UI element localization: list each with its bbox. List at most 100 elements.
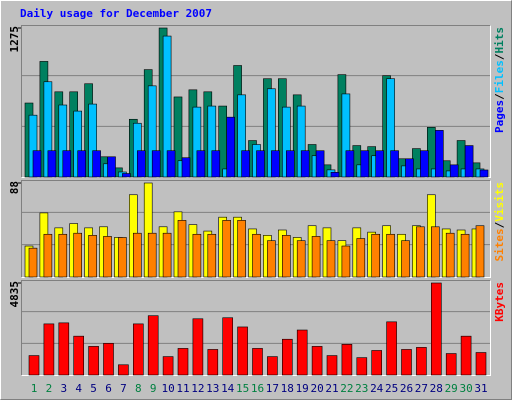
bar: [47, 150, 57, 178]
bar: [252, 233, 261, 278]
bar: [460, 233, 470, 278]
x-tick-label: 5: [90, 382, 97, 395]
x-tick-label: 19: [296, 382, 309, 395]
x-tick-label: 29: [445, 382, 458, 395]
x-tick-label: 20: [310, 382, 323, 395]
bar: [43, 323, 55, 376]
bar: [88, 235, 97, 278]
bar: [166, 150, 176, 178]
bar: [177, 348, 189, 376]
bar: [430, 226, 440, 278]
bar: [401, 349, 412, 376]
bar: [375, 150, 385, 178]
bar: [475, 352, 487, 376]
x-tick-label: 14: [221, 382, 235, 395]
x-tick-label: 3: [60, 382, 67, 395]
bar: [241, 150, 250, 178]
x-tick-label: 15: [236, 382, 249, 395]
bar: [271, 150, 280, 178]
bar: [237, 326, 248, 376]
bar: [464, 145, 474, 178]
bar: [341, 245, 351, 278]
bar: [267, 240, 276, 278]
bar: [360, 150, 370, 178]
bar: [192, 318, 204, 376]
panel-bevel: [21, 25, 491, 178]
bar: [222, 220, 231, 278]
bar: [88, 346, 99, 376]
bar: [445, 353, 457, 376]
x-tick-label: 18: [281, 382, 294, 395]
bar: [267, 356, 278, 376]
bar: [28, 247, 38, 278]
bar: [281, 338, 293, 376]
bar: [341, 344, 353, 376]
bar: [151, 150, 161, 178]
legend: KBytes: [493, 282, 506, 322]
bar: [122, 173, 131, 178]
bar: [73, 335, 84, 376]
bar: [211, 150, 221, 178]
legend-separator: /: [493, 93, 506, 100]
x-tick-label: 24: [370, 382, 384, 395]
x-tick-label: 31: [474, 382, 487, 395]
bar: [315, 150, 325, 178]
x-tick-label: 4: [75, 382, 82, 395]
x-tick-label: 2: [46, 382, 53, 395]
bar: [386, 321, 397, 376]
chart-title: Daily usage for December 2007: [20, 7, 212, 20]
x-tick-label: 22: [340, 382, 353, 395]
bar: [311, 236, 321, 278]
bar: [434, 130, 444, 178]
legend-entry: Files: [493, 60, 506, 93]
bar: [43, 233, 53, 278]
bar: [196, 150, 206, 178]
x-tick-label: 21: [325, 382, 338, 395]
bar: [371, 233, 381, 278]
bar: [192, 233, 202, 278]
bar: [32, 150, 42, 178]
x-tick-label: 1: [31, 382, 38, 395]
bar: [118, 364, 129, 376]
bar: [356, 238, 366, 278]
bar: [460, 335, 472, 376]
bar: [326, 355, 338, 376]
x-tick-label: 11: [176, 382, 189, 395]
bar: [401, 240, 410, 278]
bar: [103, 343, 114, 376]
bar: [416, 226, 425, 278]
legend-entry: Pages: [493, 100, 506, 133]
legend: Pages/Files/Hits: [493, 27, 506, 133]
bar: [326, 240, 336, 278]
x-tick-label: 12: [191, 382, 204, 395]
bar: [296, 240, 306, 278]
bar: [162, 232, 172, 278]
x-tick-label: 30: [459, 382, 472, 395]
bar: [58, 322, 70, 376]
legend-entry: Visits: [493, 182, 506, 222]
x-tick-label: 7: [120, 382, 127, 395]
bar: [420, 150, 429, 178]
bar: [147, 232, 157, 278]
bar: [222, 317, 233, 376]
bar: [92, 150, 101, 178]
bar: [256, 150, 265, 178]
bar: [390, 150, 399, 178]
bar: [311, 346, 323, 376]
bar: [73, 232, 82, 278]
bar: [475, 225, 485, 278]
legend: Sites/Visits: [493, 182, 506, 262]
x-tick-label: 8: [135, 382, 142, 395]
bar: [386, 233, 395, 278]
x-tick-label: 28: [430, 382, 443, 395]
bar: [28, 355, 40, 376]
y-tick-label: 4835: [8, 281, 21, 308]
x-tick-label: 25: [385, 382, 398, 395]
x-tick-label: 27: [415, 382, 428, 395]
bar: [330, 172, 340, 178]
panel-bevel: [21, 180, 491, 278]
legend-entry: Sites: [493, 228, 506, 261]
bar: [356, 357, 368, 376]
panel-bevel: [21, 280, 491, 376]
